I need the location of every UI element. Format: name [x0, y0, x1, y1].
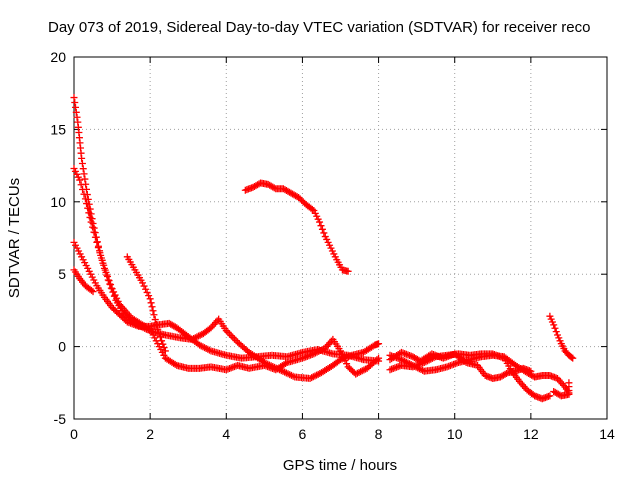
series-track-f [241, 179, 352, 275]
plot-frame [73, 56, 608, 420]
x-axis-label: GPS time / hours [283, 457, 397, 474]
x-tick-label: 8 [375, 426, 383, 442]
y-tick-label: 0 [58, 339, 66, 355]
marker-plus-cluster [386, 348, 535, 382]
marker-plus-cluster [70, 164, 383, 378]
chart-title: Day 073 of 2019, Sidereal Day-to-day VTE… [48, 19, 590, 36]
marker-plus-cluster [123, 253, 169, 355]
x-tick-label: 12 [523, 426, 539, 442]
x-tick-label: 2 [146, 426, 154, 442]
grid [74, 57, 607, 419]
x-tick-label: 6 [299, 426, 307, 442]
x-tick-label: 0 [70, 426, 78, 442]
data-markers [70, 94, 577, 403]
marker-plus-cluster [550, 379, 573, 400]
y-tick-label: 5 [58, 266, 66, 282]
series-track-c [70, 238, 383, 365]
y-axis-label: SDTVAR / TECUs [6, 178, 23, 298]
y-tick-label: -5 [54, 411, 67, 427]
x-tick-label: 4 [222, 426, 230, 442]
series-track-i [386, 348, 535, 382]
marker-plus-cluster [70, 238, 383, 365]
x-tick-label: 14 [599, 426, 615, 442]
series-track-d [70, 266, 97, 296]
x-tick-label: 10 [447, 426, 463, 442]
marker-plus-cluster [546, 312, 577, 362]
y-tick-label: 15 [50, 121, 66, 137]
series-track-j [546, 312, 577, 362]
series-track-e [123, 253, 169, 355]
series-track-b [70, 164, 383, 378]
marker-plus-cluster [70, 266, 97, 296]
marker-plus-cluster [241, 179, 352, 275]
series-track-k [550, 379, 573, 400]
y-tick-label: 10 [50, 194, 66, 210]
y-tick-label: 20 [50, 49, 66, 65]
